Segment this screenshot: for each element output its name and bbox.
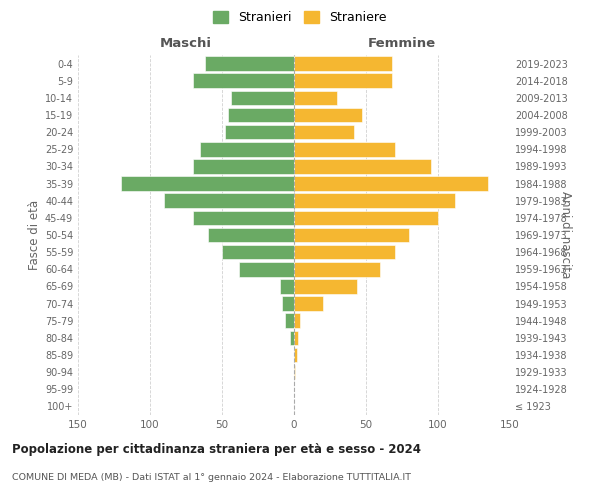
Bar [294,228,409,242]
Legend: Stranieri, Straniere: Stranieri, Straniere [213,11,387,24]
Bar [294,56,392,71]
Bar [193,74,294,88]
Bar [280,279,294,293]
Bar [294,245,395,260]
Bar [205,56,294,71]
Bar [193,210,294,225]
Bar [294,365,295,380]
Bar [294,74,392,88]
Bar [239,262,294,276]
Bar [290,330,294,345]
Text: Femmine: Femmine [368,37,436,50]
Y-axis label: Anni di nascita: Anni di nascita [559,192,572,278]
Bar [294,176,488,191]
Bar [200,142,294,156]
Bar [294,142,395,156]
Text: Maschi: Maschi [160,37,212,50]
Bar [225,125,294,140]
Bar [294,279,358,293]
Bar [294,90,337,105]
Bar [193,159,294,174]
Bar [208,228,294,242]
Bar [294,296,323,311]
Bar [294,194,455,208]
Bar [228,108,294,122]
Bar [294,159,431,174]
Bar [294,210,438,225]
Bar [121,176,294,191]
Bar [294,314,300,328]
Bar [230,90,294,105]
Bar [222,245,294,260]
Bar [283,296,294,311]
Text: COMUNE DI MEDA (MB) - Dati ISTAT al 1° gennaio 2024 - Elaborazione TUTTITALIA.IT: COMUNE DI MEDA (MB) - Dati ISTAT al 1° g… [12,472,411,482]
Bar [294,108,362,122]
Bar [164,194,294,208]
Y-axis label: Fasce di età: Fasce di età [28,200,41,270]
Bar [294,262,380,276]
Bar [294,330,298,345]
Bar [286,314,294,328]
Bar [294,348,297,362]
Bar [294,125,355,140]
Text: Popolazione per cittadinanza straniera per età e sesso - 2024: Popolazione per cittadinanza straniera p… [12,442,421,456]
